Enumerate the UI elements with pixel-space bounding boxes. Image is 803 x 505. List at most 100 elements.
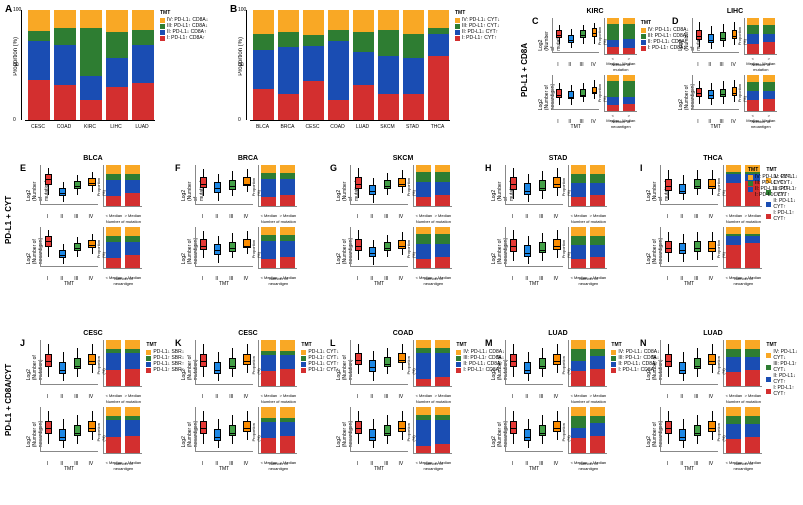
stacked-bar xyxy=(280,227,295,268)
bar-segment xyxy=(125,340,140,349)
x-axis-label: Number of neoantigen xyxy=(414,461,452,471)
stacked-bar xyxy=(416,407,431,453)
box xyxy=(229,242,236,252)
bar-segment xyxy=(571,371,586,386)
bar-segment xyxy=(435,234,450,244)
x-categories: < Median> Median xyxy=(724,393,762,398)
bar-segment xyxy=(623,104,635,111)
bar-segment xyxy=(416,182,431,197)
stacked-bar xyxy=(261,165,276,206)
stacked-bar xyxy=(745,407,760,453)
x-axis-label: Number of mutation xyxy=(104,219,142,224)
stacked-bar xyxy=(416,165,431,206)
box xyxy=(694,179,701,189)
mini-stacked: < Median> MedianNumber of mutationPropor… xyxy=(258,165,297,207)
bar-segment xyxy=(763,42,775,54)
x-axis-label: Number of mutation xyxy=(605,62,637,72)
bar-segment xyxy=(747,34,759,44)
mini-stacked: < Median> MedianNumber of mutationPropor… xyxy=(568,165,607,207)
bar-segment xyxy=(328,41,349,100)
x-axis-label: Number of mutation xyxy=(724,399,762,404)
bar-segment xyxy=(280,241,295,257)
panel-label: H xyxy=(485,163,492,173)
x-axis-label: Number of neoantigen xyxy=(724,276,762,286)
box xyxy=(59,188,66,196)
mini-stacked: < Median> MedianNumber of mutationPropor… xyxy=(604,18,637,55)
box xyxy=(384,242,391,251)
mini-stacked: < Median> MedianNumber of mutationPropor… xyxy=(744,18,777,55)
mini-stacked: < Median> MedianNumber of neoantigenProp… xyxy=(568,227,607,269)
x-axis-label: Number of neoantigen xyxy=(259,461,297,471)
bar-segment xyxy=(280,355,295,369)
legend-swatch xyxy=(455,36,460,41)
bar-segment xyxy=(278,10,299,32)
bar-segment xyxy=(303,35,324,46)
box xyxy=(45,421,52,434)
box xyxy=(665,179,672,191)
x-axis-label: TMT xyxy=(660,281,718,287)
bar-segment xyxy=(261,355,276,371)
bar-segment xyxy=(763,25,775,34)
x-categories: < Median> Median xyxy=(414,393,452,398)
panel-label: E xyxy=(20,163,26,173)
box xyxy=(696,88,702,97)
bar-segment xyxy=(416,379,431,386)
bar-segment xyxy=(726,407,741,416)
bar-segment xyxy=(280,165,295,173)
bar-segment xyxy=(745,243,760,268)
y-axis-label: Proportion (%) xyxy=(406,352,416,375)
mini-stacked: < Median> MedianNumber of neoantigenProp… xyxy=(258,407,297,454)
bar-segment xyxy=(106,87,128,120)
stacked-bar xyxy=(106,340,121,386)
box xyxy=(45,236,52,247)
panel-title: CESC xyxy=(183,330,313,337)
box xyxy=(553,177,560,188)
bar-segment xyxy=(28,80,50,120)
bar-segment xyxy=(54,10,76,28)
legend-swatch xyxy=(766,202,771,207)
legend-title: TMT xyxy=(766,342,803,348)
box xyxy=(200,177,207,188)
x-axis-label: Number of mutation xyxy=(745,62,777,72)
bar-segment xyxy=(435,444,450,453)
bar-segment xyxy=(106,407,121,416)
y-axis-label: Proportion (%) xyxy=(96,175,106,196)
bar-segment xyxy=(590,174,605,183)
mini-stacked: < Median> MedianNumber of mutationPropor… xyxy=(258,340,297,387)
box xyxy=(398,353,405,364)
x-categories: IIIIIIIV xyxy=(692,62,739,68)
bar-segment xyxy=(378,94,399,120)
bar-segment xyxy=(416,259,431,268)
legend-swatch xyxy=(301,362,306,367)
bar-segment xyxy=(253,34,274,49)
bar-segment xyxy=(125,420,140,436)
box xyxy=(539,358,546,369)
stacked-bar xyxy=(590,407,605,453)
x-categories: IIIIIIIV xyxy=(40,214,98,220)
x-axis-label: Number of neoantigen xyxy=(605,119,637,129)
panel-label: J xyxy=(20,338,25,348)
box xyxy=(384,425,391,436)
legend-swatch xyxy=(641,34,646,39)
bar-segment xyxy=(571,259,586,268)
bar-segment xyxy=(54,85,76,120)
box xyxy=(679,184,686,194)
bar-segment xyxy=(428,28,449,35)
bar-segment xyxy=(416,420,431,446)
box xyxy=(200,354,207,367)
bar-segment xyxy=(726,236,741,245)
bar-segment xyxy=(747,100,759,111)
x-axis-label: TMT xyxy=(195,466,253,472)
y-axis-label: Proportion (%) xyxy=(96,352,106,375)
bar-segment xyxy=(106,258,121,268)
stacked-bar xyxy=(571,227,586,268)
box xyxy=(243,354,250,365)
bar-segment xyxy=(416,446,431,453)
panel-title: LUAD xyxy=(648,330,778,337)
box xyxy=(355,421,362,434)
stacked-bar xyxy=(125,165,140,206)
boxplot: Log2 (Number of mutation)IIIIIIIV xyxy=(493,165,563,213)
y-axis-label: Proportion (%) xyxy=(96,419,106,442)
stacked-bar xyxy=(106,407,121,453)
box xyxy=(510,177,517,189)
